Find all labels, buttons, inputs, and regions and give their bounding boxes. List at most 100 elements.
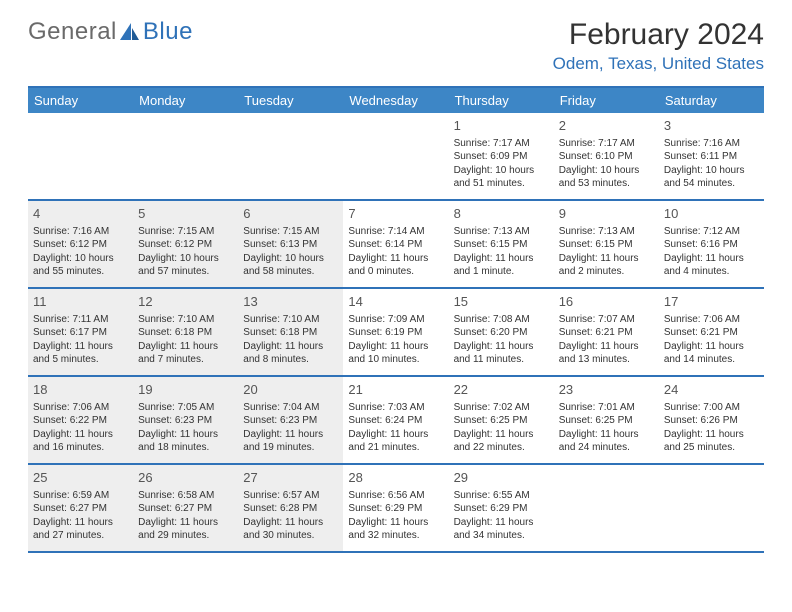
day-daylight2: and 11 minutes.	[454, 353, 549, 367]
day-sunset: Sunset: 6:26 PM	[664, 414, 759, 428]
day-sunrise: Sunrise: 6:55 AM	[454, 489, 549, 503]
day-number: 23	[559, 381, 654, 399]
day-daylight1: Daylight: 11 hours	[33, 340, 128, 354]
day-sunrise: Sunrise: 7:09 AM	[348, 313, 443, 327]
day-number: 24	[664, 381, 759, 399]
day-sunrise: Sunrise: 6:59 AM	[33, 489, 128, 503]
day-sunset: Sunset: 6:25 PM	[454, 414, 549, 428]
day-sunrise: Sunrise: 7:15 AM	[243, 225, 338, 239]
day-sunrise: Sunrise: 7:06 AM	[33, 401, 128, 415]
day-number: 21	[348, 381, 443, 399]
day-number: 6	[243, 205, 338, 223]
day-number: 19	[138, 381, 233, 399]
day-daylight1: Daylight: 11 hours	[348, 340, 443, 354]
day-sunset: Sunset: 6:12 PM	[33, 238, 128, 252]
day-number: 4	[33, 205, 128, 223]
day-sunset: Sunset: 6:10 PM	[559, 150, 654, 164]
day-cell: 16Sunrise: 7:07 AMSunset: 6:21 PMDayligh…	[554, 289, 659, 375]
day-number: 18	[33, 381, 128, 399]
day-daylight2: and 25 minutes.	[664, 441, 759, 455]
day-number: 5	[138, 205, 233, 223]
day-daylight1: Daylight: 10 hours	[138, 252, 233, 266]
day-daylight2: and 18 minutes.	[138, 441, 233, 455]
day-daylight1: Daylight: 11 hours	[664, 428, 759, 442]
day-number: 3	[664, 117, 759, 135]
logo-text-blue: Blue	[143, 18, 193, 46]
day-number: 1	[454, 117, 549, 135]
week-row: 25Sunrise: 6:59 AMSunset: 6:27 PMDayligh…	[28, 465, 764, 553]
month-title: February 2024	[553, 18, 764, 52]
day-sunset: Sunset: 6:11 PM	[664, 150, 759, 164]
day-cell: 27Sunrise: 6:57 AMSunset: 6:28 PMDayligh…	[238, 465, 343, 551]
day-cell: 8Sunrise: 7:13 AMSunset: 6:15 PMDaylight…	[449, 201, 554, 287]
day-sunrise: Sunrise: 6:58 AM	[138, 489, 233, 503]
day-sunrise: Sunrise: 7:05 AM	[138, 401, 233, 415]
day-daylight2: and 32 minutes.	[348, 529, 443, 543]
weekday-header: Sunday	[28, 88, 133, 113]
header: General Blue February 2024 Odem, Texas, …	[28, 18, 764, 74]
day-number: 13	[243, 293, 338, 311]
day-daylight1: Daylight: 11 hours	[454, 252, 549, 266]
day-daylight1: Daylight: 11 hours	[559, 340, 654, 354]
day-number: 15	[454, 293, 549, 311]
weekday-header: Saturday	[659, 88, 764, 113]
day-sunset: Sunset: 6:13 PM	[243, 238, 338, 252]
weekday-header: Friday	[554, 88, 659, 113]
day-cell: 6 Sunrise: 7:15 AMSunset: 6:13 PMDaylight…	[238, 201, 343, 287]
day-daylight1: Daylight: 10 hours	[664, 164, 759, 178]
day-daylight1: Daylight: 11 hours	[454, 428, 549, 442]
weekday-header: Tuesday	[238, 88, 343, 113]
day-daylight2: and 57 minutes.	[138, 265, 233, 279]
day-daylight1: Daylight: 11 hours	[348, 252, 443, 266]
day-number: 16	[559, 293, 654, 311]
day-sunset: Sunset: 6:27 PM	[33, 502, 128, 516]
day-daylight1: Daylight: 11 hours	[454, 516, 549, 530]
day-number: 17	[664, 293, 759, 311]
day-daylight2: and 58 minutes.	[243, 265, 338, 279]
day-daylight2: and 1 minute.	[454, 265, 549, 279]
day-cell: 25Sunrise: 6:59 AMSunset: 6:27 PMDayligh…	[28, 465, 133, 551]
day-sunrise: Sunrise: 7:00 AM	[664, 401, 759, 415]
day-sunrise: Sunrise: 7:11 AM	[33, 313, 128, 327]
week-row: 18Sunrise: 7:06 AMSunset: 6:22 PMDayligh…	[28, 377, 764, 465]
day-daylight2: and 51 minutes.	[454, 177, 549, 191]
week-row: 11Sunrise: 7:11 AMSunset: 6:17 PMDayligh…	[28, 289, 764, 377]
calendar: SundayMondayTuesdayWednesdayThursdayFrid…	[28, 86, 764, 553]
day-number: 20	[243, 381, 338, 399]
day-sunrise: Sunrise: 7:15 AM	[138, 225, 233, 239]
day-daylight1: Daylight: 11 hours	[664, 252, 759, 266]
day-sunrise: Sunrise: 7:03 AM	[348, 401, 443, 415]
day-cell-empty	[133, 113, 238, 199]
day-daylight2: and 53 minutes.	[559, 177, 654, 191]
day-daylight1: Daylight: 11 hours	[559, 252, 654, 266]
day-cell: 29Sunrise: 6:55 AMSunset: 6:29 PMDayligh…	[449, 465, 554, 551]
day-daylight1: Daylight: 11 hours	[454, 340, 549, 354]
day-cell: 19Sunrise: 7:05 AMSunset: 6:23 PMDayligh…	[133, 377, 238, 463]
day-cell-empty	[238, 113, 343, 199]
day-cell: 13Sunrise: 7:10 AMSunset: 6:18 PMDayligh…	[238, 289, 343, 375]
day-cell: 20Sunrise: 7:04 AMSunset: 6:23 PMDayligh…	[238, 377, 343, 463]
day-daylight1: Daylight: 11 hours	[138, 516, 233, 530]
day-sunset: Sunset: 6:18 PM	[243, 326, 338, 340]
day-number: 26	[138, 469, 233, 487]
day-daylight1: Daylight: 10 hours	[243, 252, 338, 266]
day-cell: 17Sunrise: 7:06 AMSunset: 6:21 PMDayligh…	[659, 289, 764, 375]
day-daylight2: and 8 minutes.	[243, 353, 338, 367]
day-sunset: Sunset: 6:14 PM	[348, 238, 443, 252]
title-block: February 2024 Odem, Texas, United States	[553, 18, 764, 74]
day-cell: 7Sunrise: 7:14 AMSunset: 6:14 PMDaylight…	[343, 201, 448, 287]
day-daylight2: and 24 minutes.	[559, 441, 654, 455]
day-sunrise: Sunrise: 7:12 AM	[664, 225, 759, 239]
day-daylight1: Daylight: 11 hours	[33, 516, 128, 530]
day-number: 10	[664, 205, 759, 223]
day-number: 11	[33, 293, 128, 311]
day-daylight2: and 14 minutes.	[664, 353, 759, 367]
day-sunset: Sunset: 6:29 PM	[454, 502, 549, 516]
day-cell: 5Sunrise: 7:15 AMSunset: 6:12 PMDaylight…	[133, 201, 238, 287]
day-sunrise: Sunrise: 7:01 AM	[559, 401, 654, 415]
day-daylight2: and 30 minutes.	[243, 529, 338, 543]
day-sunrise: Sunrise: 7:17 AM	[454, 137, 549, 151]
day-sunrise: Sunrise: 7:14 AM	[348, 225, 443, 239]
day-daylight2: and 10 minutes.	[348, 353, 443, 367]
day-daylight1: Daylight: 11 hours	[664, 340, 759, 354]
